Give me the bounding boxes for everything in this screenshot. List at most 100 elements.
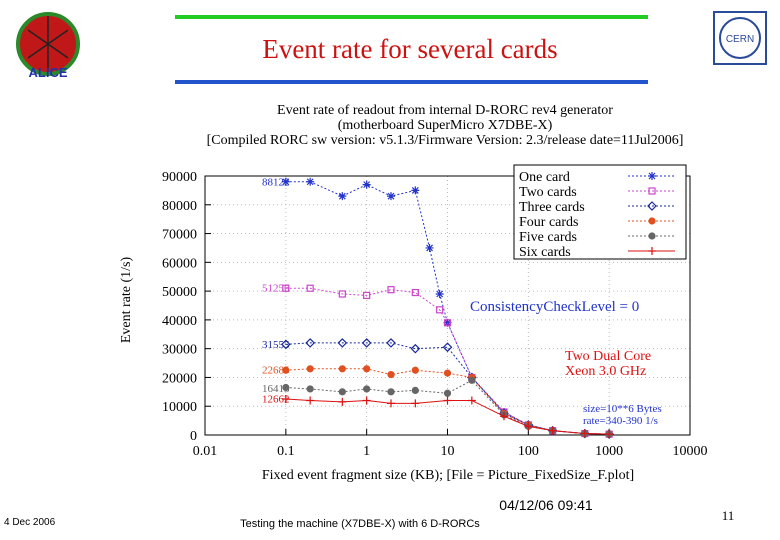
x-tick-label: 10000 xyxy=(673,444,708,459)
legend-label: Six cards xyxy=(519,245,571,260)
legend-label: Three cards xyxy=(519,200,585,215)
marker xyxy=(306,396,315,405)
marker xyxy=(647,201,657,211)
marker xyxy=(436,306,444,314)
y-tick-label: 20000 xyxy=(162,371,197,386)
marker xyxy=(282,383,290,392)
svg-text:CERN: CERN xyxy=(726,34,754,45)
chart-title: (motherboard SuperMicro X7DBE-X) xyxy=(338,118,553,133)
x-tick-label: 0.01 xyxy=(193,444,218,459)
marker xyxy=(411,288,419,297)
legend-label: Two cards xyxy=(519,185,577,200)
marker xyxy=(648,232,656,240)
x-tick-label: 0.1 xyxy=(277,444,295,459)
annotation: size=10**6 Bytes xyxy=(583,403,662,415)
marker xyxy=(282,366,290,374)
marker xyxy=(338,290,346,298)
y-tick-label: 70000 xyxy=(162,228,197,243)
annotation: ConsistencyCheckLevel = 0 xyxy=(470,299,639,315)
series-line xyxy=(285,287,610,435)
x-tick-label: 100 xyxy=(518,444,539,459)
marker xyxy=(387,399,395,408)
footer-date: 4 Dec 2006 xyxy=(4,517,56,528)
chart-title: [Compiled RORC sw version: v5.1.3/Firmwa… xyxy=(207,133,684,148)
marker xyxy=(435,289,444,298)
marker xyxy=(524,422,533,431)
marker xyxy=(363,365,371,373)
cern-logo: CERN xyxy=(713,11,767,65)
marker xyxy=(411,386,419,394)
marker xyxy=(306,365,314,373)
annotation: Xeon 3.0 GHz xyxy=(565,364,646,379)
y-tick-label: 60000 xyxy=(162,256,197,271)
legend-label: One card xyxy=(519,170,570,185)
data-label: 31555 xyxy=(262,339,290,351)
data-label: 51256 xyxy=(262,282,290,294)
marker xyxy=(443,389,452,397)
slide-title: Event rate for several cards xyxy=(262,34,557,64)
marker xyxy=(648,172,656,180)
data-label: 12662 xyxy=(262,394,290,406)
marker xyxy=(338,397,347,406)
legend-box xyxy=(513,164,687,260)
marker xyxy=(648,187,656,195)
marker xyxy=(281,395,290,404)
y-tick-label: 90000 xyxy=(162,170,197,185)
marker xyxy=(443,318,452,327)
x-tick-label: 10 xyxy=(441,444,455,459)
marker xyxy=(648,247,656,255)
y-tick-label: 50000 xyxy=(162,285,197,300)
marker xyxy=(387,286,395,294)
marker xyxy=(443,396,452,405)
marker xyxy=(337,338,348,348)
chart-title: Event rate of readout from internal D-RO… xyxy=(277,103,613,118)
y-axis-label: Event rate (1/s) xyxy=(119,257,134,344)
marker xyxy=(411,366,419,374)
timestamp: 04/12/06 09:41 xyxy=(499,497,593,513)
marker xyxy=(387,192,395,201)
marker xyxy=(362,396,371,405)
y-tick-label: 40000 xyxy=(162,314,197,329)
x-tick-label: 1000 xyxy=(595,444,623,459)
marker xyxy=(580,429,589,438)
legend-label: Five cards xyxy=(519,230,577,245)
legend-label: Four cards xyxy=(519,215,579,230)
x-axis-label: Fixed event fragment size (KB); [File = … xyxy=(262,468,634,483)
marker xyxy=(410,343,421,354)
marker xyxy=(387,388,395,396)
marker xyxy=(443,369,452,377)
plot-frame xyxy=(204,175,691,436)
marker xyxy=(411,186,420,195)
data-label: 22685 xyxy=(262,365,290,377)
data-label: 16415 xyxy=(262,383,290,395)
annotation: Two Dual Core xyxy=(565,349,651,364)
y-tick-label: 80000 xyxy=(162,199,197,214)
annotation: rate=340-390 1/s xyxy=(583,415,658,427)
marker xyxy=(338,192,347,201)
chart: Event rate of readout from internal D-RO… xyxy=(119,103,708,483)
data-label: 88122 xyxy=(262,176,290,188)
marker xyxy=(411,399,420,408)
marker xyxy=(386,338,396,348)
marker xyxy=(363,291,371,300)
page-number: 11 xyxy=(722,508,735,523)
marker xyxy=(605,430,614,439)
marker xyxy=(387,370,395,379)
marker xyxy=(280,339,291,350)
marker xyxy=(281,177,290,186)
marker xyxy=(467,396,476,405)
marker xyxy=(306,284,314,292)
marker xyxy=(443,319,452,327)
marker xyxy=(648,217,656,225)
marker xyxy=(306,177,315,186)
footer-center: Testing the machine (X7DBE-X) with 6 D-R… xyxy=(240,518,480,530)
marker xyxy=(338,388,346,396)
y-tick-label: 0 xyxy=(190,429,197,444)
marker xyxy=(363,385,371,393)
marker xyxy=(362,180,371,189)
marker xyxy=(305,338,316,348)
marker xyxy=(468,376,476,384)
alice-logo: ALICE xyxy=(16,12,80,80)
